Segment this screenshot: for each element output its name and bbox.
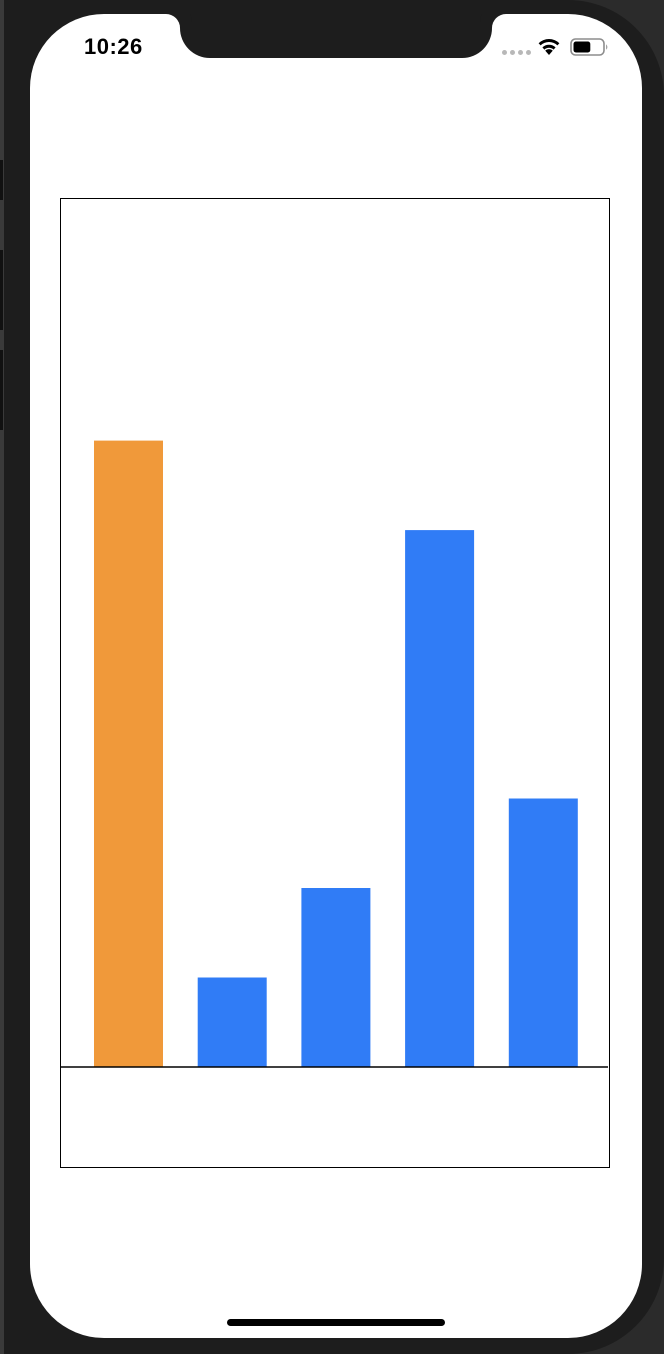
chart-container [60, 198, 610, 1168]
phone-screen: 10:26 [30, 14, 642, 1338]
battery-icon [570, 38, 608, 56]
status-time: 10:26 [84, 34, 143, 59]
volume-down-button [0, 350, 3, 430]
mute-switch [0, 160, 3, 200]
bar-2[interactable] [197, 977, 267, 1068]
volume-up-button [0, 250, 3, 330]
bar-3[interactable] [301, 888, 371, 1067]
cellular-signal-icon [502, 50, 531, 55]
battery-fill [573, 41, 591, 53]
bar-chart [61, 440, 608, 1068]
notch [180, 14, 492, 58]
bar-4[interactable] [405, 530, 475, 1067]
bar-1[interactable] [94, 440, 163, 1068]
bar-5[interactable] [508, 798, 578, 1068]
wifi-icon [538, 39, 560, 55]
bars-layer [94, 440, 578, 1068]
device-side-edge [0, 0, 4, 1354]
home-indicator[interactable] [227, 1319, 445, 1326]
